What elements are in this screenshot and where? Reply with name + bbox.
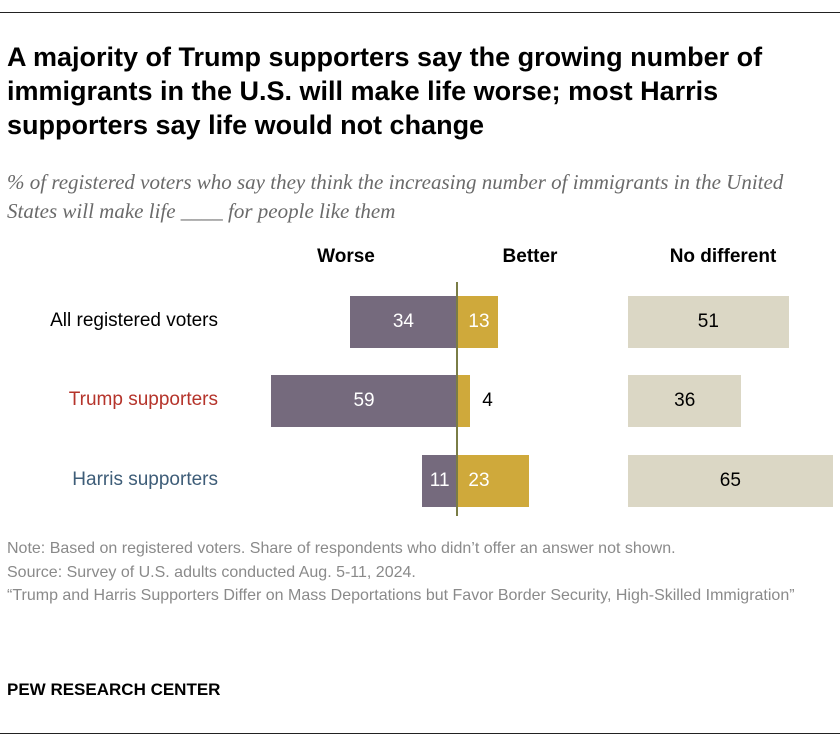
column-header-worse: Worse [317,246,375,267]
value-label-worse: 59 [353,390,375,411]
bar-no-different [628,375,742,427]
bar-worse [271,375,457,427]
row-label: All registered voters [50,310,218,331]
bar-no-different [628,296,789,348]
value-label-better: 13 [468,311,490,332]
row-label: Harris supporters [72,469,218,490]
chart-subtitle: % of registered voters who say they thin… [7,170,784,223]
note-text: Note: Based on registered voters. Share … [7,540,676,557]
bar-better [457,455,530,507]
source-text: Source: Survey of U.S. adults conducted … [7,563,416,581]
zero-axis-line [456,282,458,516]
value-label-worse: 11 [429,470,450,491]
value-label-worse: 34 [392,311,414,332]
value-label-better: 4 [482,390,493,411]
row-label: Trump supporters [68,389,218,410]
bar-worse [349,296,457,348]
bar-no-different [628,455,833,507]
bottom-rule [0,733,840,734]
bar-worse [422,455,457,507]
brand-logo-text: PEW RESEARCH CENTER [7,680,221,699]
value-label-no-different: 36 [674,390,696,411]
column-header-better: Better [502,246,558,267]
column-header-no-different: No different [669,246,777,267]
bar-better [457,296,498,348]
chart-title: A majority of Trump supporters say the g… [7,42,763,140]
value-label-no-different: 51 [697,311,719,332]
notes: Note: Based on registered voters. Share … [7,537,827,608]
value-label-no-different: 65 [719,470,741,491]
bar-better [457,375,470,427]
report-title: “Trump and Harris Supporters Differ on M… [7,587,795,604]
value-label-better: 23 [468,470,490,491]
top-rule [0,12,840,13]
